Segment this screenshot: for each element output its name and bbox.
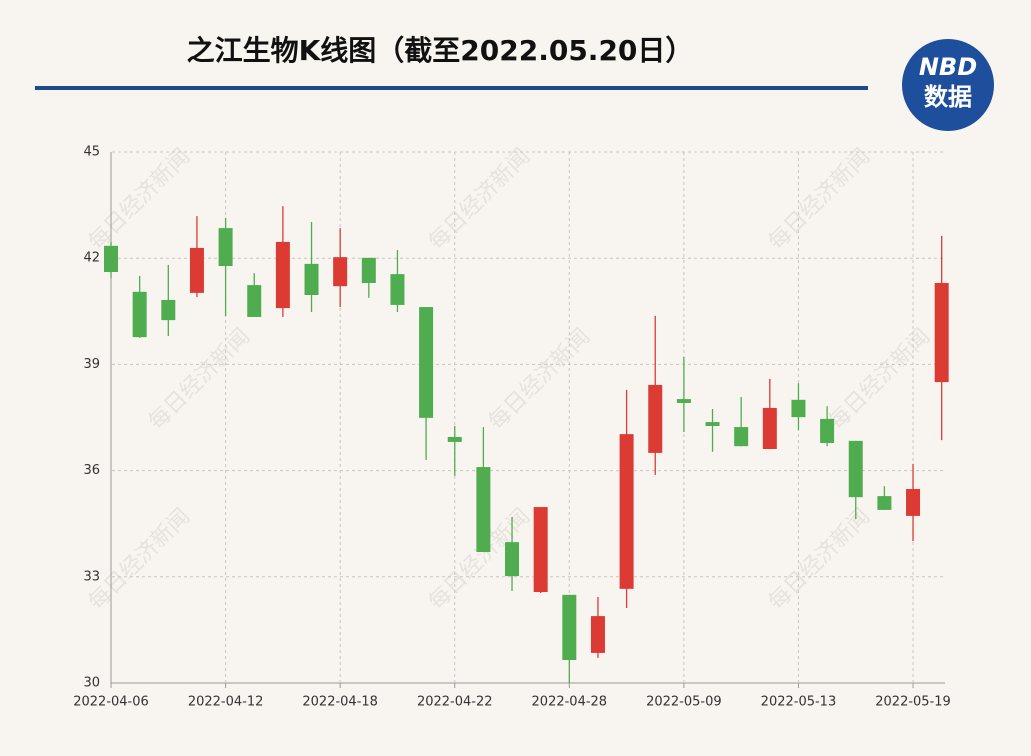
watermark: 每日经济新闻 (84, 504, 195, 615)
chart-title: 之江生物K线图（截至2022.05.20日） (187, 34, 694, 67)
x-tick-label: 2022-04-22 (417, 695, 493, 710)
x-tick-label: 2022-05-09 (646, 695, 722, 710)
watermark: 每日经济新闻 (84, 144, 195, 255)
x-tick-label: 2022-05-13 (761, 695, 837, 710)
watermark: 每日经济新闻 (484, 324, 595, 435)
candle-body (533, 507, 548, 593)
candle-body (648, 384, 663, 453)
logo-top: NBD (919, 53, 977, 81)
watermark: 每日经济新闻 (824, 324, 935, 435)
logo-badge (902, 39, 994, 131)
candle-body (104, 245, 119, 273)
candle-body (791, 399, 806, 418)
candle-body (419, 307, 434, 418)
candle-body (848, 440, 863, 498)
candle-body (275, 241, 290, 309)
candle-body (762, 407, 777, 450)
watermark: 每日经济新闻 (764, 504, 875, 615)
candle-body (189, 247, 204, 293)
candle-body (934, 282, 949, 383)
candle-body (218, 228, 233, 266)
candle-body (734, 427, 749, 447)
x-tick-label: 2022-04-12 (188, 695, 264, 710)
candle-body (877, 496, 892, 510)
watermark: 每日经济新闻 (424, 144, 535, 255)
candle-body (590, 616, 605, 653)
candle-body (619, 434, 634, 589)
candle-body (820, 418, 835, 443)
watermark: 每日经济新闻 (764, 144, 875, 255)
candle-body (705, 422, 720, 426)
candle-body (161, 299, 176, 321)
candle-body (476, 467, 491, 553)
y-tick-label: 30 (83, 676, 100, 691)
logo-bottom: 数据 (924, 83, 972, 111)
y-tick-label: 36 (83, 463, 100, 478)
candle-body (562, 594, 577, 660)
title-rule (35, 86, 868, 90)
x-tick-label: 2022-04-06 (73, 695, 149, 710)
watermark: 每日经济新闻 (144, 324, 255, 435)
candle-body (247, 285, 262, 317)
x-tick-label: 2022-05-19 (875, 695, 951, 710)
candle-body (390, 274, 405, 305)
candle-body (361, 257, 376, 283)
candle-body (676, 399, 691, 403)
candle-body (447, 436, 462, 442)
candle-body (906, 489, 921, 516)
y-tick-label: 33 (83, 569, 100, 584)
x-tick-label: 2022-04-28 (532, 695, 608, 710)
candle-body (333, 257, 348, 287)
y-tick-label: 39 (83, 357, 100, 372)
candle-body (304, 263, 319, 296)
y-tick-label: 42 (83, 251, 100, 266)
candle-body (505, 542, 520, 577)
y-tick-label: 45 (83, 145, 100, 160)
x-tick-label: 2022-04-18 (302, 695, 378, 710)
candle-body (132, 291, 147, 338)
